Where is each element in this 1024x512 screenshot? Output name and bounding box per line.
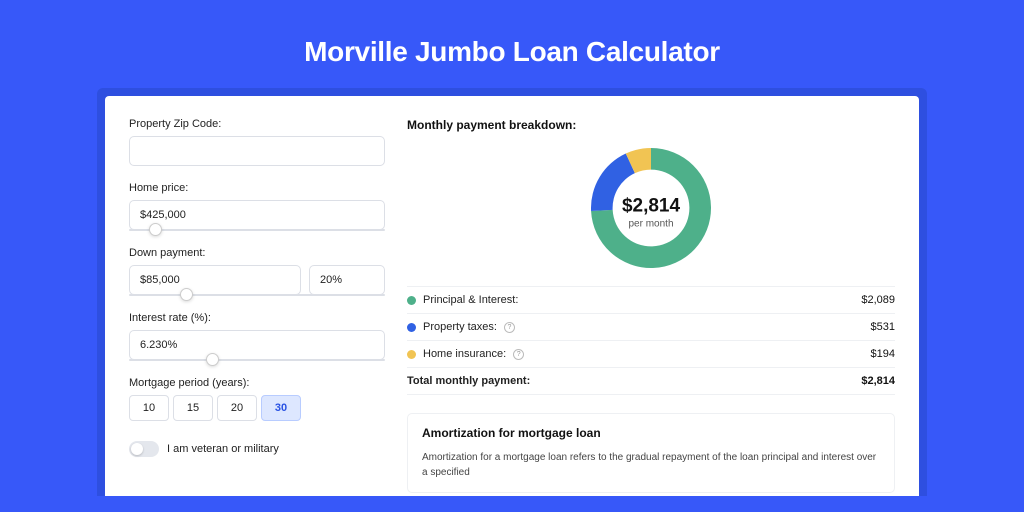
form-column: Property Zip Code: Home price: Down paym… bbox=[129, 118, 385, 496]
legend-row: Property taxes:? $531 bbox=[407, 313, 895, 340]
legend-total-label: Total monthly payment: bbox=[407, 375, 530, 387]
veteran-toggle-knob bbox=[131, 443, 143, 455]
legend-row: Home insurance:? $194 bbox=[407, 340, 895, 367]
veteran-toggle-row: I am veteran or military bbox=[129, 441, 385, 457]
down-payment-slider-thumb[interactable] bbox=[180, 288, 193, 301]
legend-dot bbox=[407, 350, 416, 359]
donut-center: $2,814 per month bbox=[622, 195, 680, 229]
zip-label: Property Zip Code: bbox=[129, 118, 385, 130]
donut-center-amount: $2,814 bbox=[622, 195, 680, 217]
mortgage-period-option-20[interactable]: 20 bbox=[217, 395, 257, 421]
card-shadow: Property Zip Code: Home price: Down paym… bbox=[97, 88, 927, 496]
amortization-text: Amortization for a mortgage loan refers … bbox=[422, 450, 880, 480]
breakdown-title: Monthly payment breakdown: bbox=[407, 118, 895, 132]
mortgage-period-label: Mortgage period (years): bbox=[129, 377, 385, 389]
home-price-field-group: Home price: bbox=[129, 182, 385, 231]
info-icon[interactable]: ? bbox=[504, 322, 515, 333]
interest-rate-label: Interest rate (%): bbox=[129, 312, 385, 324]
legend-dot bbox=[407, 323, 416, 332]
legend-dot bbox=[407, 296, 416, 305]
home-price-slider[interactable] bbox=[129, 229, 385, 231]
calculator-card: Property Zip Code: Home price: Down paym… bbox=[105, 96, 919, 496]
down-payment-slider[interactable] bbox=[129, 294, 385, 296]
breakdown-column: Monthly payment breakdown: $2,814 per mo… bbox=[385, 118, 895, 496]
down-payment-label: Down payment: bbox=[129, 247, 385, 259]
donut-center-sub: per month bbox=[622, 218, 680, 229]
legend-label: Principal & Interest: bbox=[423, 294, 518, 306]
mortgage-period-option-15[interactable]: 15 bbox=[173, 395, 213, 421]
down-payment-amount-input[interactable] bbox=[129, 265, 301, 295]
down-payment-percent-input[interactable] bbox=[309, 265, 385, 295]
home-price-slider-thumb[interactable] bbox=[149, 223, 162, 236]
mortgage-period-options: 10152030 bbox=[129, 395, 385, 421]
legend-row: Principal & Interest: $2,089 bbox=[407, 286, 895, 313]
zip-input[interactable] bbox=[129, 136, 385, 166]
veteran-toggle[interactable] bbox=[129, 441, 159, 457]
legend-label: Home insurance: bbox=[423, 348, 506, 360]
mortgage-period-option-10[interactable]: 10 bbox=[129, 395, 169, 421]
interest-rate-field-group: Interest rate (%): bbox=[129, 312, 385, 361]
legend: Principal & Interest: $2,089 Property taxe… bbox=[407, 286, 895, 395]
home-price-label: Home price: bbox=[129, 182, 385, 194]
legend-row-total: Total monthly payment: $2,814 bbox=[407, 367, 895, 395]
amortization-title: Amortization for mortgage loan bbox=[422, 426, 880, 440]
interest-rate-slider-thumb[interactable] bbox=[206, 353, 219, 366]
home-price-input[interactable] bbox=[129, 200, 385, 230]
legend-value: $531 bbox=[871, 321, 895, 333]
interest-rate-slider[interactable] bbox=[129, 359, 385, 361]
down-payment-field-group: Down payment: bbox=[129, 247, 385, 296]
veteran-toggle-label: I am veteran or military bbox=[167, 443, 279, 455]
zip-field-group: Property Zip Code: bbox=[129, 118, 385, 166]
mortgage-period-option-30[interactable]: 30 bbox=[261, 395, 301, 421]
page-title: Morville Jumbo Loan Calculator bbox=[0, 0, 1024, 88]
legend-label: Property taxes: bbox=[423, 321, 497, 333]
info-icon[interactable]: ? bbox=[513, 349, 524, 360]
legend-total-value: $2,814 bbox=[861, 375, 895, 387]
amortization-box: Amortization for mortgage loan Amortizat… bbox=[407, 413, 895, 493]
mortgage-period-field-group: Mortgage period (years): 10152030 bbox=[129, 377, 385, 421]
interest-rate-input[interactable] bbox=[129, 330, 385, 360]
legend-value: $2,089 bbox=[861, 294, 895, 306]
legend-value: $194 bbox=[871, 348, 895, 360]
donut-chart: $2,814 per month bbox=[407, 144, 895, 286]
